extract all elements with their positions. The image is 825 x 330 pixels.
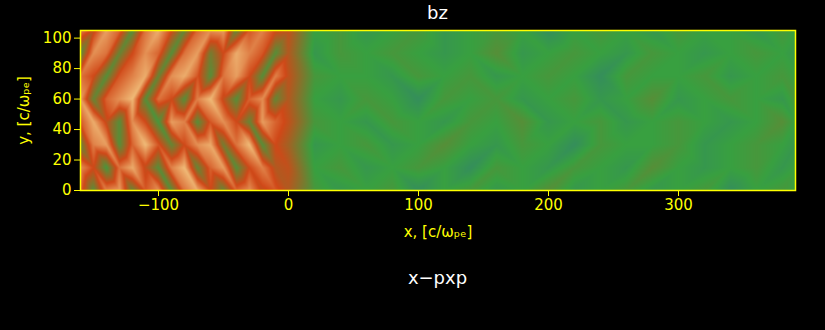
svg-text:x, [c/ωₚₑ]: x, [c/ωₚₑ] [404, 223, 473, 241]
svg-text:200: 200 [534, 196, 563, 214]
svg-text:20: 20 [52, 151, 71, 169]
svg-text:100: 100 [43, 29, 72, 47]
svg-text:300: 300 [664, 196, 693, 214]
svg-text:40: 40 [52, 120, 71, 138]
svg-text:0: 0 [62, 181, 72, 199]
html-text:bz: bz [427, 2, 448, 23]
svg-text:100: 100 [404, 196, 433, 214]
svg-text:y, [c/ωₚₑ]: y, [c/ωₚₑ] [15, 76, 33, 145]
svg-text:0: 0 [284, 196, 294, 214]
svg-text:80: 80 [52, 59, 71, 77]
html-text:x−pxp: x−pxp [407, 267, 468, 288]
svg-text:60: 60 [52, 90, 71, 108]
svg-text:−100: −100 [138, 196, 179, 214]
